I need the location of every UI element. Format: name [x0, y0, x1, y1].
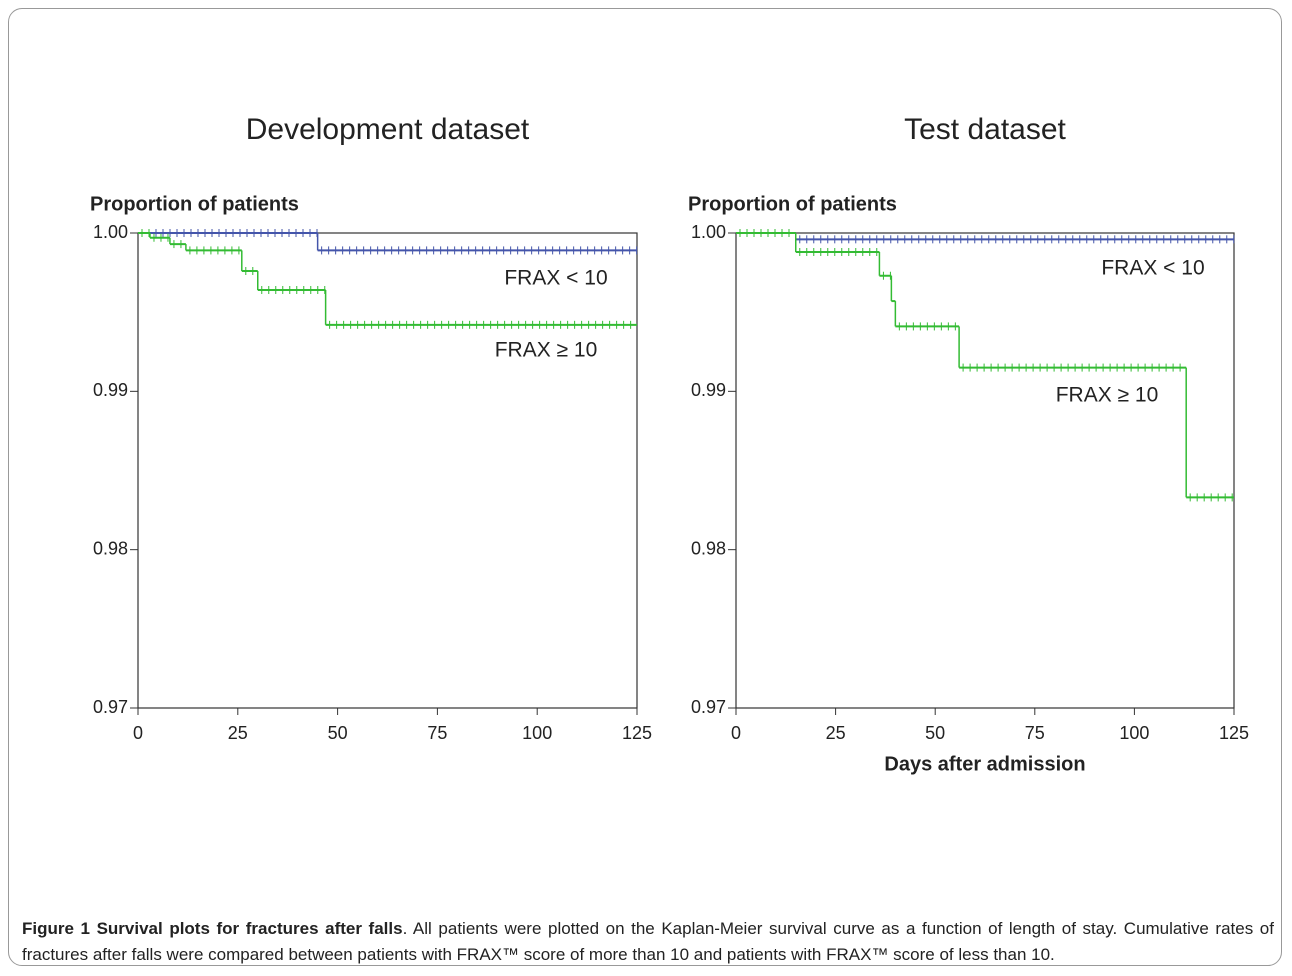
caption-label: Figure 1 Survival plots for fractures af…: [22, 919, 403, 938]
x-tick-label: 25: [228, 723, 248, 743]
figure-frame: [8, 8, 1282, 966]
x-tick-label: 75: [1025, 723, 1045, 743]
plot-frame: [735, 232, 1235, 709]
x-tick-label: 100: [1119, 723, 1149, 743]
caption-text: . All patients were plotted on the Kapla…: [22, 919, 1274, 964]
y-tick-label: 0.99: [691, 380, 726, 400]
x-tick-label: 25: [826, 723, 846, 743]
x-tick-label: 50: [925, 723, 945, 743]
y-tick-label: 0.97: [93, 697, 128, 717]
x-tick-label: 125: [622, 723, 652, 743]
y-axis-label: Proportion of patients: [90, 193, 299, 215]
y-tick-label: 1.00: [691, 222, 726, 242]
series-label: FRAX ≥ 10: [1056, 384, 1159, 407]
caption: Figure 1 Survival plots for fractures af…: [22, 916, 1274, 968]
x-tick-label: 0: [731, 723, 741, 743]
figure: Development dataset Proportion of patient…: [90, 113, 1249, 775]
series-label: FRAX < 10: [1101, 257, 1204, 280]
x-axis-label: Days after admission: [884, 753, 1085, 775]
x-tick-label: 75: [427, 723, 447, 743]
x-tick-label: 100: [522, 723, 552, 743]
y-tick-label: 0.99: [93, 380, 128, 400]
y-tick-label: 0.98: [93, 538, 128, 558]
y-tick-label: 0.97: [691, 697, 726, 717]
x-tick-label: 50: [328, 723, 348, 743]
y-tick-label: 0.98: [691, 538, 726, 558]
plot-frame: [137, 232, 638, 709]
y-axis-label: Proportion of patients: [688, 193, 897, 215]
x-tick-label: 125: [1219, 723, 1249, 743]
series-label: FRAX ≥ 10: [495, 339, 598, 362]
x-tick-label: 0: [133, 723, 143, 743]
chart-title: Test dataset: [904, 113, 1066, 146]
series-label: FRAX < 10: [504, 267, 607, 290]
chart-title: Development dataset: [246, 113, 530, 146]
y-tick-label: 1.00: [93, 222, 128, 242]
